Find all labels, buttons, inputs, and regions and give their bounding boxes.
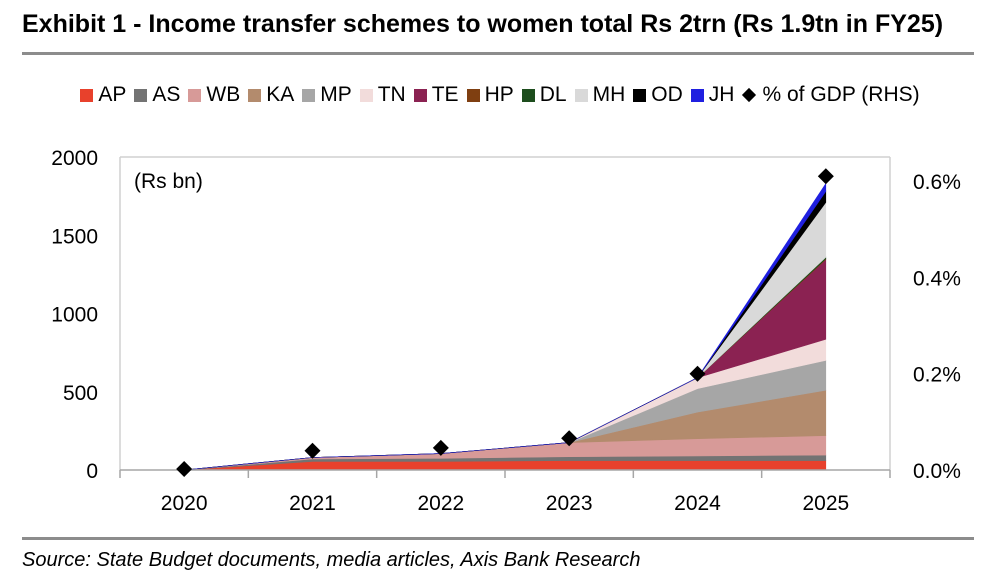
legend-label: MP (320, 83, 352, 106)
unit-label: (Rs bn) (134, 170, 203, 193)
legend-swatch (188, 88, 202, 102)
y-tick-label-0: 0 (86, 460, 98, 483)
y-tick-label-1000: 1000 (51, 304, 98, 327)
x-tick-label-2021: 2021 (289, 492, 336, 515)
legend-label: HP (484, 83, 514, 106)
legend-item-tn: TN (359, 83, 406, 107)
y-tick-label-2000: 2000 (51, 147, 98, 170)
legend-swatch (633, 88, 647, 102)
y2-tick-label: 0.0% (913, 460, 961, 483)
legend-swatch (574, 88, 588, 102)
legend-label: KA (266, 83, 295, 106)
legend-item-jh: JH (690, 83, 735, 107)
x-tick-label-2024: 2024 (674, 492, 721, 515)
legend-label: AP (98, 83, 127, 106)
legend-label: WB (206, 83, 241, 106)
legend-label: AS (152, 83, 181, 106)
y2-tick-label: 0.6% (913, 171, 961, 194)
legend-item-ka: KA (248, 83, 294, 107)
x-tick-label-2022: 2022 (417, 492, 464, 515)
chart-legend: AP AS WB KA MP TN TE HP DL MH OD JH % of GDP (RHS) (0, 80, 1000, 110)
legend-label: JH (708, 83, 735, 106)
y2-tick-label: 0.2% (913, 364, 961, 387)
legend-item-hp: HP (466, 83, 514, 107)
legend-item-gdp: % of GDP (RHS) (742, 83, 920, 107)
legend-swatch (413, 88, 427, 102)
legend-swatch (80, 88, 94, 102)
area-series-jh (184, 182, 827, 471)
legend-item-dl: DL (521, 83, 567, 107)
gdp-marker-2021 (304, 442, 321, 459)
x-tick-label-2025: 2025 (802, 492, 849, 515)
stacked-area-chart: 2020 2021 2022 2023 2024 2025 0 500 1000 1500 2000… (51, 147, 961, 515)
legend-item-ap: AP (80, 83, 126, 107)
legend-label: OD (651, 83, 683, 106)
legend-item-od: OD (633, 83, 683, 107)
source-note: Source: State Budget documents, media ar… (22, 549, 641, 571)
gdp-marker-2024 (689, 365, 706, 382)
legend-label: DL (539, 83, 567, 106)
legend-swatch (359, 88, 373, 102)
legend-label: TE (431, 83, 459, 106)
legend-item-as: AS (134, 83, 180, 107)
y-tick-label-500: 500 (63, 382, 98, 405)
legend-swatch (690, 88, 704, 102)
footer-divider (22, 537, 974, 540)
gdp-marker-2020 (176, 461, 193, 478)
gdp-marker-2025 (817, 168, 834, 185)
x-tick-label-2023: 2023 (546, 492, 593, 515)
y-tick-label-1500: 1500 (51, 225, 98, 248)
legend-item-mh: MH (574, 83, 626, 107)
legend-swatch (466, 88, 480, 102)
legend-item-mp: MP (302, 83, 352, 107)
gdp-marker-2023 (561, 430, 578, 447)
legend-label: TN (377, 83, 406, 106)
legend-swatch (248, 88, 262, 102)
legend-item-te: TE (413, 83, 459, 107)
legend-swatch (134, 88, 148, 102)
legend-swatch (521, 88, 535, 102)
chart-title: Exhibit 1 - Income transfer schemes to w… (22, 10, 944, 38)
legend-label: MH (592, 83, 626, 106)
gdp-marker-2022 (432, 439, 449, 456)
legend-label: % of GDP (RHS) (762, 83, 920, 106)
title-divider (22, 52, 974, 55)
legend-item-wb: WB (188, 83, 240, 107)
y2-tick-label: 0.4% (913, 267, 961, 290)
legend-swatch (302, 88, 316, 102)
x-tick-label-2020: 2020 (161, 492, 208, 515)
